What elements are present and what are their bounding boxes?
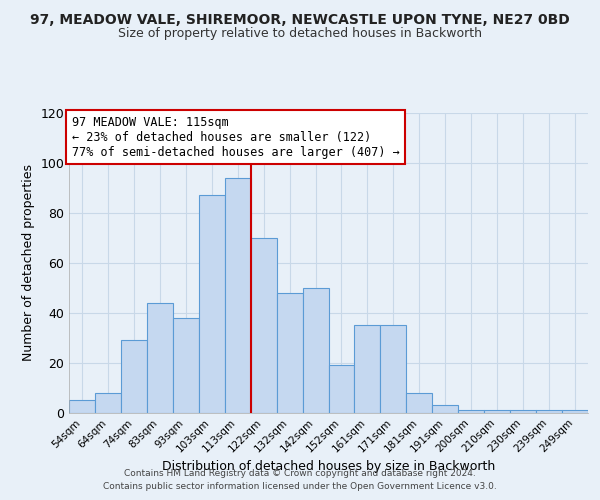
- Text: 97, MEADOW VALE, SHIREMOOR, NEWCASTLE UPON TYNE, NE27 0BD: 97, MEADOW VALE, SHIREMOOR, NEWCASTLE UP…: [30, 12, 570, 26]
- Text: Size of property relative to detached houses in Backworth: Size of property relative to detached ho…: [118, 28, 482, 40]
- Bar: [484, 410, 510, 412]
- Bar: [510, 410, 536, 412]
- Bar: [380, 325, 406, 412]
- Bar: [95, 392, 121, 412]
- Text: 97 MEADOW VALE: 115sqm
← 23% of detached houses are smaller (122)
77% of semi-de: 97 MEADOW VALE: 115sqm ← 23% of detached…: [71, 116, 400, 158]
- Bar: [251, 238, 277, 412]
- Text: Contains public sector information licensed under the Open Government Licence v3: Contains public sector information licen…: [103, 482, 497, 491]
- Bar: [173, 318, 199, 412]
- Bar: [225, 178, 251, 412]
- Bar: [199, 195, 224, 412]
- Bar: [69, 400, 95, 412]
- Bar: [147, 302, 173, 412]
- Bar: [458, 410, 484, 412]
- Bar: [433, 405, 458, 412]
- Bar: [536, 410, 562, 412]
- Bar: [302, 288, 329, 412]
- Bar: [329, 365, 355, 412]
- Bar: [406, 392, 432, 412]
- Y-axis label: Number of detached properties: Number of detached properties: [22, 164, 35, 361]
- Text: Contains HM Land Registry data © Crown copyright and database right 2024.: Contains HM Land Registry data © Crown c…: [124, 468, 476, 477]
- Bar: [562, 410, 588, 412]
- Bar: [355, 325, 380, 412]
- Bar: [277, 292, 302, 412]
- Bar: [121, 340, 147, 412]
- X-axis label: Distribution of detached houses by size in Backworth: Distribution of detached houses by size …: [162, 460, 495, 473]
